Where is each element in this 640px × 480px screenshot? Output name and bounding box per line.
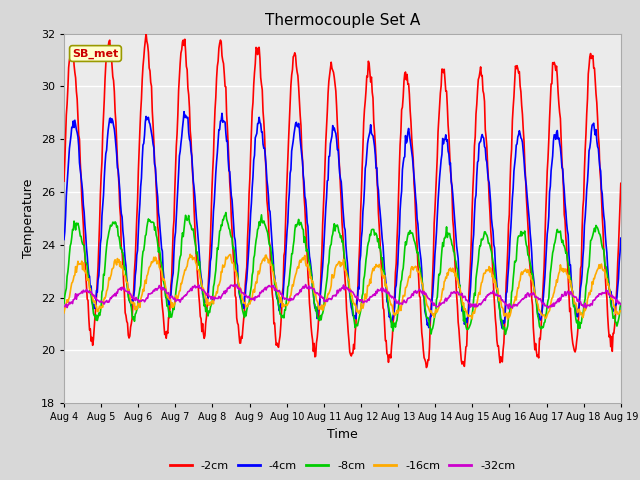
-32cm [184,289,192,295]
-8cm [617,301,625,307]
-4cm [70,125,78,131]
Line: -2cm: -2cm [64,34,621,368]
Legend: -2cm, -4cm, -8cm, -16cm, -32cm: -2cm, -4cm, -8cm, -16cm, -32cm [165,457,520,476]
Line: -4cm: -4cm [64,112,621,328]
-16cm [186,252,194,257]
-16cm [428,308,435,313]
-8cm [222,210,230,216]
-8cm [502,332,509,337]
Line: -32cm: -32cm [64,285,621,309]
-32cm [60,304,68,310]
-16cm [127,300,135,306]
-4cm [411,182,419,188]
-32cm [428,299,435,304]
-4cm [185,130,193,135]
-32cm [232,282,240,288]
-2cm [142,31,150,36]
Title: Thermocouple Set A: Thermocouple Set A [265,13,420,28]
-2cm [422,365,430,371]
Text: SB_met: SB_met [72,48,118,59]
-2cm [185,92,193,97]
-4cm [428,314,435,320]
-16cm [411,264,419,270]
-8cm [70,218,78,224]
X-axis label: Time: Time [327,428,358,441]
Line: -16cm: -16cm [64,254,621,319]
-4cm [214,138,222,144]
-4cm [617,235,625,241]
-8cm [127,305,135,311]
-32cm [411,289,419,295]
-8cm [214,245,221,251]
-16cm [70,273,78,279]
-2cm [214,58,222,64]
-32cm [505,306,513,312]
-8cm [184,216,192,222]
-2cm [60,178,68,184]
-16cm [60,310,68,316]
-16cm [617,308,625,314]
-8cm [411,239,419,245]
-4cm [499,325,506,331]
-32cm [617,301,625,307]
-4cm [180,109,188,115]
-2cm [411,192,419,197]
-32cm [127,293,135,299]
-16cm [184,258,192,264]
-8cm [428,331,435,337]
-2cm [70,62,78,68]
-4cm [127,303,135,309]
-4cm [60,237,68,242]
-2cm [617,180,625,186]
-2cm [127,321,135,326]
-16cm [214,283,222,288]
-16cm [504,316,511,322]
-32cm [214,296,221,301]
-32cm [70,297,78,302]
Line: -8cm: -8cm [64,213,621,335]
-2cm [428,294,436,300]
Y-axis label: Temperature: Temperature [22,179,35,258]
-8cm [60,300,68,306]
